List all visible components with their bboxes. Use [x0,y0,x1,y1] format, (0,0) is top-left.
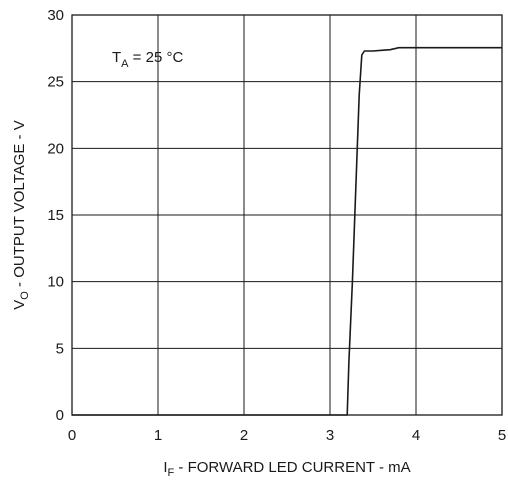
y-tick-label: 20 [47,140,64,157]
x-tick-label: 1 [154,427,162,444]
output-voltage-series [72,46,502,416]
y-tick-label: 10 [47,274,64,291]
x-axis-label-rest: - FORWARD LED CURRENT - mA [174,459,410,476]
x-axis-label-main: I [163,459,167,476]
x-tick-label: 4 [412,427,420,444]
x-tick-label: 0 [68,427,76,444]
grid [71,14,503,416]
annotation-main: T [112,49,121,66]
y-axis-label-rest: - OUTPUT VOLTAGE - V [11,120,28,291]
y-tick-label: 0 [56,407,64,424]
x-tick-label: 5 [498,427,506,444]
y-tick-label: 5 [56,340,64,357]
plot-frame [71,14,503,416]
y-tick-labels: 0 5 10 15 20 25 30 [47,7,64,424]
y-tick-label: 25 [47,74,64,91]
annotation-rest: = 25 °C [129,49,184,66]
x-axis-label-sub: F [168,467,175,479]
x-tick-label: 2 [240,427,248,444]
annotation-sub: A [121,58,129,70]
x-tick-labels: 0 1 2 3 4 5 [68,427,506,444]
x-tick-label: 3 [326,427,334,444]
series-layer [72,46,502,416]
y-axis-label-main: V [11,300,28,310]
y-tick-label: 30 [47,7,64,24]
temperature-annotation: TA = 25 °C [112,49,183,70]
y-axis-label: VO - OUTPUT VOLTAGE - V [11,120,31,309]
x-axis-label: IF - FORWARD LED CURRENT - mA [163,459,410,479]
y-axis-label-sub: O [19,291,31,300]
y-tick-label: 15 [47,207,64,224]
